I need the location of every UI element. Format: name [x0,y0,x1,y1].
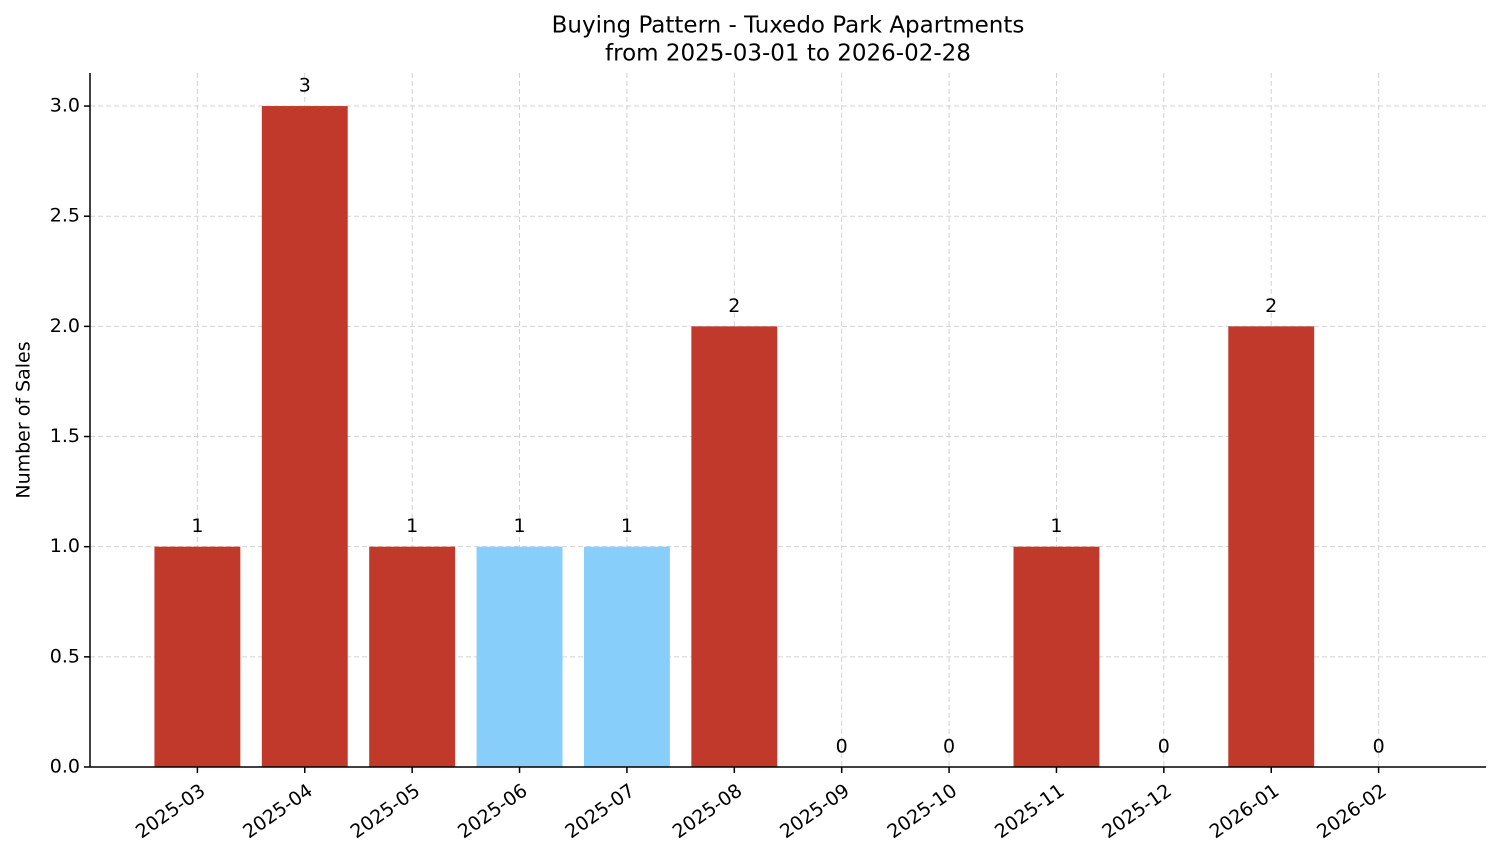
x-tick-label: 2025-10 [883,780,961,844]
y-tick-label: 3.0 [50,95,80,117]
bar [154,546,241,767]
value-label: 1 [513,515,525,537]
value-label: 1 [621,515,633,537]
y-tick-label: 0.5 [50,645,80,667]
value-label: 0 [943,736,955,758]
value-label: 2 [1265,295,1277,317]
y-tick-label: 1.0 [50,535,80,557]
value-label: 2 [728,295,740,317]
x-tick-label: 2026-02 [1313,780,1391,844]
value-label: 1 [1050,515,1062,537]
y-tick-label: 1.5 [50,425,80,447]
y-tick-label: 0.0 [50,756,80,778]
y-tick-label: 2.5 [50,205,80,227]
y-axis-label: Number of Sales [13,341,35,498]
x-tick-label: 2025-06 [454,780,532,844]
x-tick-label: 2026-01 [1206,780,1284,844]
x-tick-label: 2025-11 [991,780,1069,844]
chart-subtitle: from 2025-03-01 to 2026-02-28 [605,41,971,67]
x-tick-label: 2025-04 [239,780,317,844]
x-tick-label: 2025-07 [561,780,639,844]
value-label: 0 [1373,736,1385,758]
x-tick-label: 2025-08 [669,780,747,844]
chart-title: Buying Pattern - Tuxedo Park Apartments [552,13,1025,39]
x-tick-label: 2025-03 [132,780,210,844]
bar [476,546,563,767]
bar [1013,546,1100,767]
bar [1228,326,1315,767]
value-label: 3 [299,75,311,97]
value-label: 0 [1158,736,1170,758]
value-label: 1 [406,515,418,537]
y-tick-label: 2.0 [50,315,80,337]
x-tick-label: 2025-05 [347,780,425,844]
bar [369,546,456,767]
x-tick-label: 2025-12 [1098,780,1176,844]
value-label: 0 [836,736,848,758]
value-label: 1 [191,515,203,537]
x-tick-label: 2025-09 [776,780,854,844]
bar [261,106,348,768]
bar [583,546,670,767]
bar [691,326,778,767]
